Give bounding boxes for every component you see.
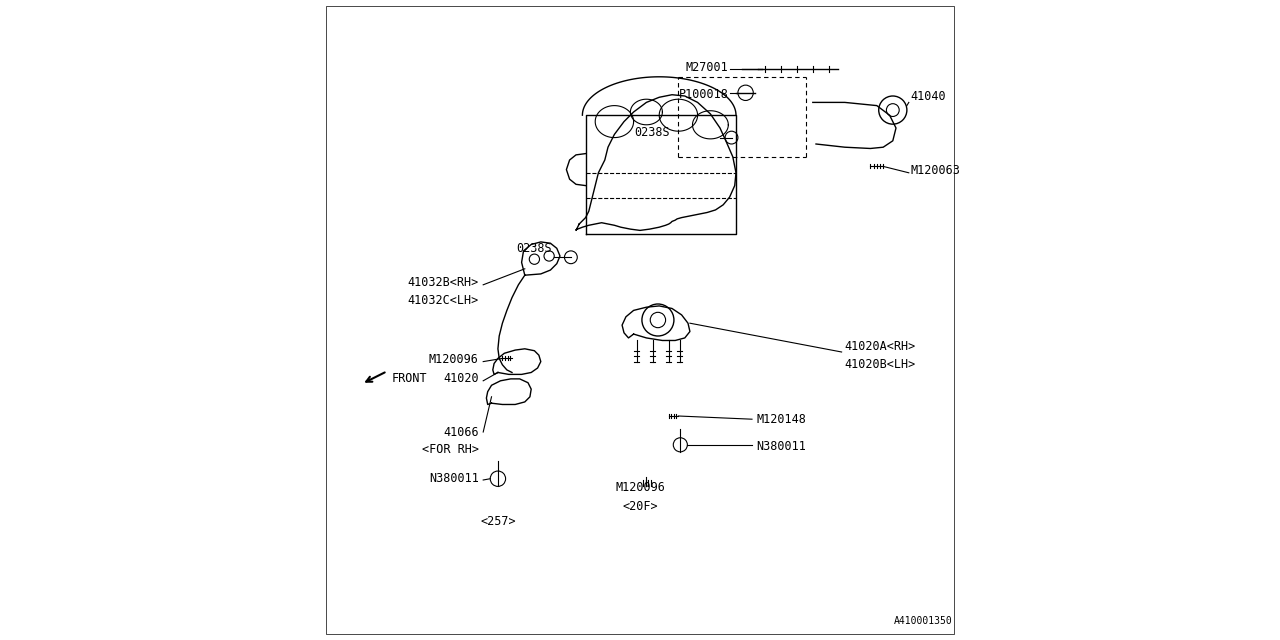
Text: N380011: N380011: [756, 440, 806, 452]
Text: N380011: N380011: [429, 472, 479, 485]
Text: 41020: 41020: [443, 372, 479, 385]
Text: 41020B<LH>: 41020B<LH>: [845, 358, 916, 371]
Text: P100018: P100018: [678, 88, 728, 100]
Text: 0238S: 0238S: [635, 126, 671, 139]
Text: 0238S: 0238S: [517, 242, 553, 255]
Text: 41020A<RH>: 41020A<RH>: [845, 340, 916, 353]
Text: FRONT: FRONT: [392, 372, 428, 385]
Text: <FOR RH>: <FOR RH>: [421, 443, 479, 456]
Text: M120096: M120096: [429, 353, 479, 366]
Text: 41040: 41040: [910, 90, 946, 102]
Text: M120148: M120148: [756, 413, 806, 426]
Text: A410001350: A410001350: [893, 616, 952, 626]
Text: 41032C<LH>: 41032C<LH>: [407, 294, 479, 307]
Text: M120063: M120063: [910, 164, 960, 177]
Text: 41032B<RH>: 41032B<RH>: [407, 276, 479, 289]
Text: M27001: M27001: [686, 61, 728, 74]
Text: <257>: <257>: [480, 515, 516, 528]
Text: M120096: M120096: [616, 481, 664, 494]
Text: <20F>: <20F>: [622, 500, 658, 513]
Text: 41066: 41066: [443, 426, 479, 438]
